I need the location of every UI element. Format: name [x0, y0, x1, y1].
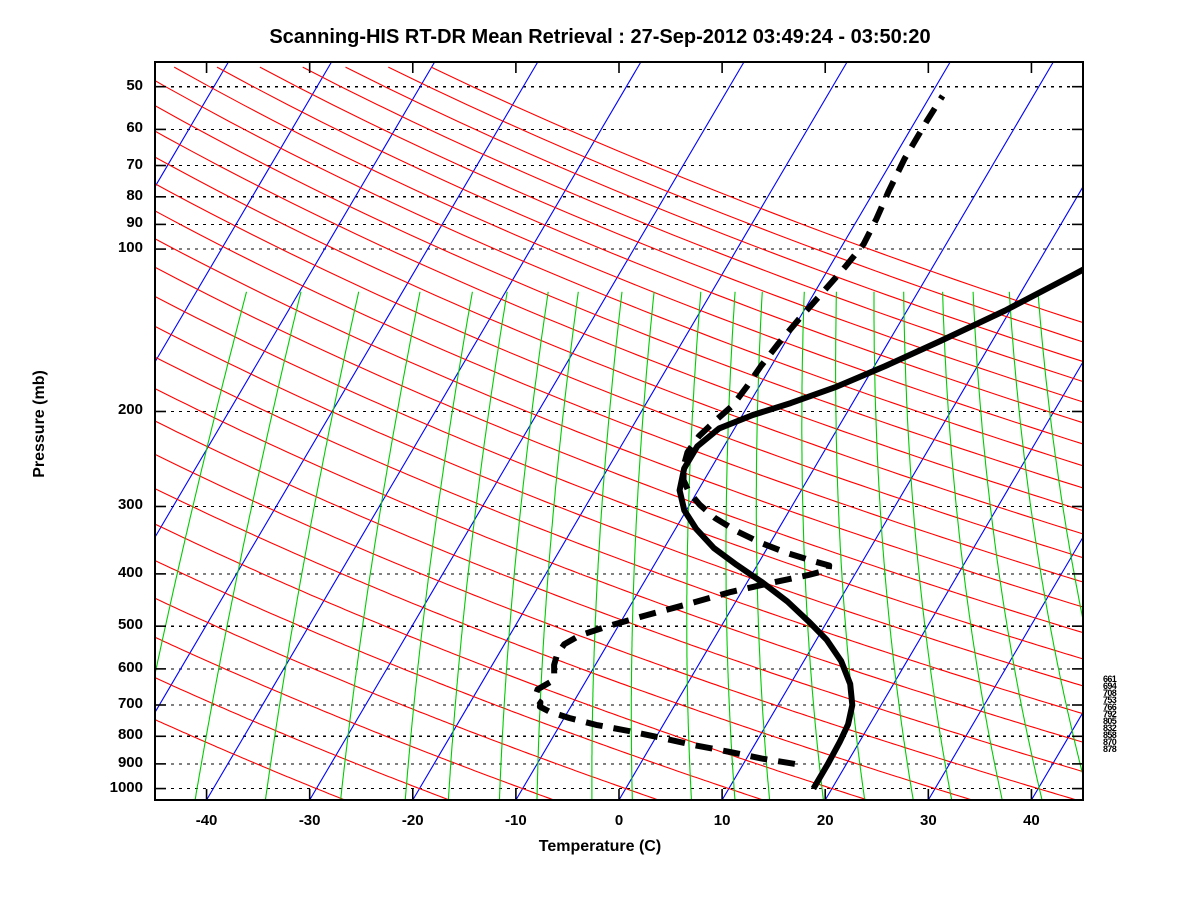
side-height-label: 766 [1103, 702, 1117, 712]
y-tick-label: 60 [126, 119, 143, 137]
y-tick-label: 1000 [109, 778, 143, 796]
y-tick-label: 50 [126, 76, 143, 94]
x-tick-label: 40 [1023, 812, 1040, 829]
y-tick-label: 200 [117, 401, 143, 419]
y-axis-label: Pressure (mb) [31, 370, 48, 478]
x-tick-label: 10 [713, 812, 731, 829]
side-height-label: 708 [1103, 688, 1117, 698]
y-tick-label: 80 [126, 186, 143, 204]
x-tick-label: -20 [401, 812, 424, 829]
side-height-label: 753 [1103, 695, 1117, 705]
y-tick-label: 90 [126, 214, 143, 232]
x-tick-label: 20 [816, 812, 834, 829]
x-tick-label: 0 [614, 812, 624, 829]
side-height-label: 661 [1103, 674, 1117, 684]
y-tick-label: 100 [117, 239, 143, 257]
x-tick-label: 30 [919, 812, 937, 829]
y-tick-label: 600 [117, 658, 143, 676]
side-height-label: 858 [1103, 730, 1117, 740]
x-tick-label: -10 [505, 812, 527, 829]
side-height-label: 792 [1103, 709, 1117, 719]
y-tick-label: 400 [117, 563, 143, 581]
y-tick-label: 800 [117, 726, 143, 744]
page-title: Scanning-HIS RT-DR Mean Retrieval : 27-S… [269, 26, 931, 48]
side-height-label: 870 [1103, 737, 1117, 747]
x-tick-label: -40 [195, 812, 218, 829]
y-tick-label: 500 [117, 616, 143, 634]
y-tick-label: 300 [117, 496, 143, 514]
side-height-label: 694 [1103, 681, 1117, 691]
side-height-label: 805 [1103, 716, 1117, 726]
y-tick-label: 700 [117, 695, 143, 712]
x-axis-label: Temperature (C) [538, 838, 662, 855]
side-height-label: 832 [1103, 723, 1117, 733]
y-tick-label: 900 [117, 753, 143, 771]
side-height-labels: 661 694 708 753 766 792 805 832 858 870 878 [1103, 674, 1143, 768]
x-tick-label: -30 [298, 812, 321, 829]
y-tick-label: 70 [126, 155, 143, 173]
side-height-label: 878 [1103, 744, 1117, 754]
